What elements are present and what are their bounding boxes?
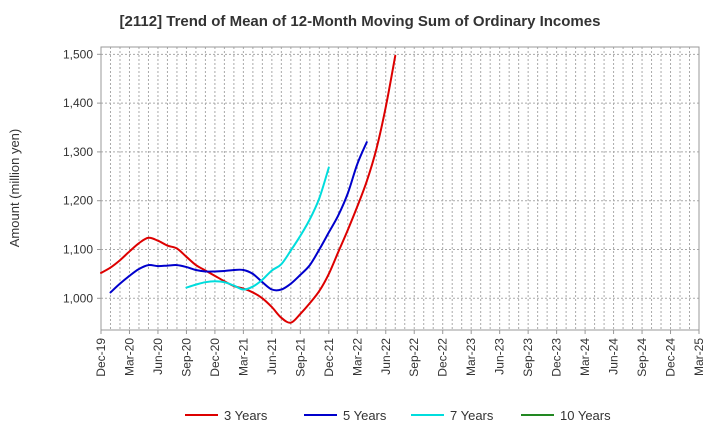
x-tick-label: Mar-21: [236, 338, 250, 376]
plot-area: [100, 46, 700, 331]
x-axis-ticks: Dec-19 Mar-20 Jun-20 Sep-20 Dec-20 Mar-21 Jun-…: [94, 330, 706, 377]
y-axis-ticks: 1,000 1,100 1,200 1,300 1,400 1,500: [63, 47, 101, 305]
x-tick-label: Mar-22: [350, 338, 364, 376]
x-tick-label: Dec-20: [208, 338, 222, 377]
y-tick-label: 1,400: [63, 96, 93, 110]
x-tick-label: Dec-22: [436, 338, 450, 377]
x-tick-label: Sep-22: [407, 338, 421, 377]
x-tick-label: Jun-21: [265, 338, 279, 375]
y-tick-label: 1,500: [63, 47, 93, 61]
x-tick-label: Mar-23: [464, 338, 478, 376]
x-tick-label: Dec-21: [322, 338, 336, 377]
series-line-7-years: [185, 166, 330, 291]
series-group: [100, 54, 397, 324]
x-tick-label: Dec-23: [550, 338, 564, 377]
x-tick-label: Jun-23: [493, 338, 507, 375]
legend-label: 7 Years: [450, 408, 494, 423]
x-tick-label: Sep-20: [179, 338, 193, 377]
x-tick-label: Dec-24: [664, 338, 678, 377]
x-tick-label: Jun-22: [379, 338, 393, 375]
legend-label: 10 Years: [560, 408, 611, 423]
grid: [101, 47, 699, 330]
x-tick-label: Dec-19: [94, 338, 108, 377]
y-tick-label: 1,000: [63, 291, 93, 305]
series-line-3-years: [100, 54, 397, 324]
y-axis-label: Amount (million yen): [7, 129, 22, 248]
x-tick-label: Mar-25: [692, 338, 706, 376]
legend-label: 5 Years: [343, 408, 387, 423]
legend: 3 Years 5 Years 7 Years 10 Years: [185, 408, 611, 423]
x-tick-label: Jun-20: [151, 338, 165, 375]
y-tick-label: 1,200: [63, 194, 93, 208]
x-tick-label: Mar-24: [578, 338, 592, 376]
x-tick-label: Sep-23: [521, 338, 535, 377]
x-tick-label: Sep-21: [293, 338, 307, 377]
series-line-5-years: [109, 141, 368, 294]
legend-label: 3 Years: [224, 408, 268, 423]
chart-title: [2112] Trend of Mean of 12-Month Moving …: [120, 13, 601, 30]
y-tick-label: 1,100: [63, 242, 93, 256]
x-tick-label: Sep-24: [635, 338, 649, 377]
y-tick-label: 1,300: [63, 145, 93, 159]
x-tick-label: Mar-20: [122, 338, 136, 376]
x-tick-label: Jun-24: [607, 338, 621, 375]
